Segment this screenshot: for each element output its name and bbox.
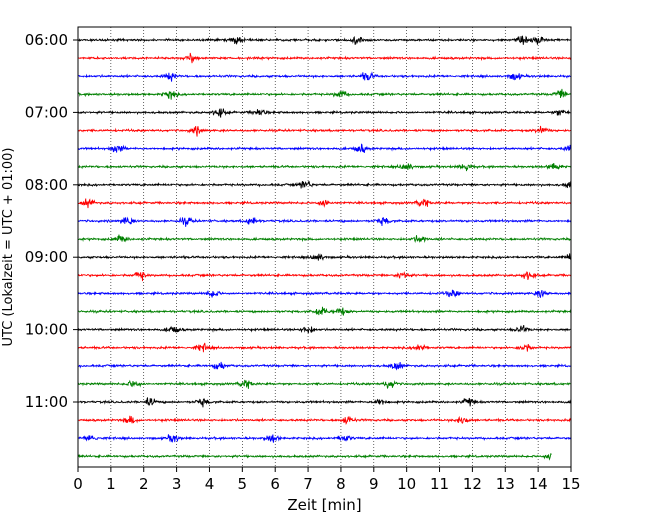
trace-line (77, 379, 572, 390)
trace-line (77, 198, 572, 209)
trace-06:30 (77, 71, 572, 82)
x-tick-label: 4 (205, 475, 215, 493)
trace-07:45 (77, 162, 572, 172)
trace-09:30 (77, 289, 572, 299)
trace-line (77, 234, 572, 244)
trace-group (77, 35, 572, 461)
y-axis-ticks: 06:00 07:00 08:00 09:00 10:00 11:00 (25, 31, 78, 411)
trace-10:45 (77, 379, 572, 390)
trace-09:45 (77, 306, 572, 316)
trace-08:45 (77, 234, 572, 244)
x-tick-label: 8 (336, 475, 346, 493)
x-tick-label: 14 (529, 475, 548, 493)
trace-line (77, 453, 552, 461)
y-tick-label: 08:00 (25, 176, 68, 194)
trace-line (77, 415, 572, 425)
y-tick-label: 06:00 (25, 31, 68, 49)
trace-line (77, 35, 572, 45)
trace-06:15 (77, 52, 572, 64)
trace-10:00 (77, 324, 572, 334)
trace-line (77, 71, 572, 82)
x-tick-label: 9 (369, 475, 379, 493)
trace-line (77, 143, 572, 154)
trace-07:30 (77, 143, 572, 154)
y-tick-label: 10:00 (25, 321, 68, 339)
y-tick-label: 09:00 (25, 248, 68, 266)
trace-11:45 (77, 453, 552, 461)
trace-line (77, 289, 572, 299)
trace-line (77, 253, 572, 261)
x-tick-label: 15 (561, 475, 580, 493)
trace-line (77, 397, 572, 408)
y-tick-label: 07:00 (25, 103, 68, 121)
x-tick-label: 11 (430, 475, 449, 493)
x-tick-label: 13 (496, 475, 515, 493)
trace-07:15 (77, 125, 572, 137)
x-axis-ticks: 0 1 2 3 4 5 6 7 8 9 10 11 12 13 14 15 (73, 467, 581, 493)
x-tick-label: 12 (463, 475, 482, 493)
trace-10:15 (77, 342, 572, 353)
y-tick-label: 11:00 (25, 393, 68, 411)
trace-08:15 (77, 198, 572, 209)
x-tick-label: 2 (139, 475, 149, 493)
trace-06:45 (77, 88, 572, 100)
trace-line (77, 324, 572, 334)
x-tick-label: 3 (172, 475, 182, 493)
trace-line (77, 342, 572, 353)
x-tick-label: 7 (303, 475, 313, 493)
trace-11:30 (77, 434, 572, 444)
trace-11:15 (77, 415, 572, 425)
trace-line (77, 107, 572, 118)
trace-line (77, 361, 572, 371)
trace-07:00 (77, 107, 572, 118)
plot-frame (77, 26, 572, 468)
x-tick-label: 1 (106, 475, 116, 493)
trace-09:15 (77, 271, 572, 282)
trace-09:00 (77, 253, 572, 261)
trace-06:00 (77, 35, 572, 45)
trace-line (77, 162, 572, 172)
x-tick-label: 0 (73, 475, 83, 493)
x-axis-label: Zeit [min] (287, 496, 361, 514)
x-tick-label: 6 (270, 475, 280, 493)
trace-line (77, 216, 572, 227)
y-axis-label: UTC (Lokalzeit = UTC + 01:00) (1, 148, 16, 347)
trace-line (77, 88, 572, 100)
trace-line (77, 180, 572, 189)
trace-line (77, 52, 572, 64)
trace-08:00 (77, 180, 572, 189)
trace-line (77, 271, 572, 282)
trace-line (77, 434, 572, 444)
x-tick-label: 5 (238, 475, 248, 493)
trace-10:30 (77, 361, 572, 371)
trace-line (77, 306, 572, 316)
trace-08:30 (77, 216, 572, 227)
trace-line (77, 125, 572, 137)
trace-11:00 (77, 397, 572, 408)
x-tick-label: 10 (397, 475, 416, 493)
